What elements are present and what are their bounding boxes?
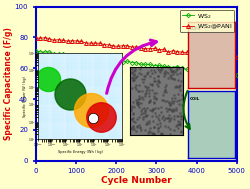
WS$_2$ [66,53,69,56]
WS$_2$@PANI [194,52,197,55]
WS$_2$ [89,56,92,59]
WS$_2$@PANI [121,45,124,47]
WS$_2$@PANI [185,51,188,54]
WS$_2$@PANI [231,56,234,59]
Legend: WS$_2$, WS$_2$@PANI: WS$_2$, WS$_2$@PANI [180,10,234,33]
WS$_2$ [212,71,216,73]
WS$_2$ [153,65,156,67]
WS$_2$ [116,60,119,63]
WS$_2$@PANI [98,42,101,44]
WS$_2$@PANI [144,48,147,50]
WS$_2$ [57,53,60,55]
WS$_2$ [103,58,106,61]
WS$_2$@PANI [84,42,87,44]
WS$_2$ [98,59,101,61]
WS$_2$@PANI [66,40,69,42]
WS$_2$@PANI [208,54,211,56]
WS$_2$ [62,52,65,55]
WS$_2$ [84,56,87,59]
WS$_2$@PANI [62,39,65,42]
WS$_2$ [126,60,129,62]
WS$_2$@PANI [34,37,37,39]
WS$_2$ [43,51,46,53]
WS$_2$@PANI [103,43,106,46]
WS$_2$ [71,55,74,57]
WS$_2$@PANI [172,50,174,52]
WS$_2$@PANI [199,53,202,55]
WS$_2$@PANI [204,52,206,55]
WS$_2$@PANI [162,48,165,50]
WS$_2$ [121,61,124,63]
WS$_2$@PANI [89,42,92,44]
WS$_2$ [34,50,37,52]
WS$_2$@PANI [112,45,115,47]
WS$_2$@PANI [52,39,56,42]
WS$_2$@PANI [107,44,110,46]
WS$_2$ [162,65,165,68]
WS$_2$ [167,66,170,68]
WS$_2$ [112,59,115,61]
WS$_2$ [180,67,184,69]
WS$_2$ [217,71,220,73]
WS$_2$@PANI [158,49,161,51]
WS$_2$@PANI [212,55,216,57]
WS$_2$@PANI [43,37,46,39]
WS$_2$@PANI [148,47,152,50]
WS$_2$@PANI [180,51,184,53]
WS$_2$@PANI [71,40,74,42]
WS$_2$@PANI [75,40,78,42]
WS$_2$@PANI [176,50,179,53]
WS$_2$@PANI [48,37,51,40]
WS$_2$@PANI [236,56,238,58]
WS$_2$ [80,56,83,58]
WS$_2$@PANI [226,55,229,58]
WS$_2$ [52,53,56,55]
WS$_2$ [194,69,197,72]
WS$_2$@PANI [167,51,170,53]
WS$_2$ [190,68,193,70]
WS$_2$@PANI [94,42,97,44]
WS$_2$ [204,71,206,73]
WS$_2$@PANI [80,40,83,43]
Line: WS$_2$: WS$_2$ [34,50,238,77]
WS$_2$@PANI [135,46,138,48]
WS$_2$ [107,59,110,62]
WS$_2$@PANI [130,46,133,48]
WS$_2$ [139,63,142,65]
WS$_2$@PANI [217,55,220,57]
WS$_2$ [148,63,152,66]
WS$_2$@PANI [139,47,142,49]
WS$_2$ [144,63,147,65]
WS$_2$ [158,64,161,67]
WS$_2$@PANI [153,47,156,50]
WS$_2$@PANI [190,53,193,55]
Y-axis label: Specific Capacitance (F/g): Specific Capacitance (F/g) [4,27,13,140]
WS$_2$ [172,66,174,69]
WS$_2$ [185,68,188,70]
Line: WS$_2$@PANI: WS$_2$@PANI [34,36,239,59]
WS$_2$@PANI [126,45,129,47]
WS$_2$ [226,72,229,75]
WS$_2$ [75,55,78,57]
WS$_2$ [208,71,211,73]
WS$_2$@PANI [222,54,225,57]
WS$_2$@PANI [116,45,119,48]
WS$_2$ [135,62,138,64]
WS$_2$ [176,65,179,68]
WS$_2$ [130,61,133,64]
WS$_2$ [231,73,234,75]
WS$_2$ [199,69,202,71]
WS$_2$@PANI [57,38,60,41]
X-axis label: Cycle Number: Cycle Number [101,176,172,185]
WS$_2$ [48,51,51,53]
WS$_2$ [94,58,97,60]
WS$_2$ [222,72,225,74]
WS$_2$@PANI [39,37,42,39]
WS$_2$ [39,51,42,53]
WS$_2$ [236,74,238,77]
